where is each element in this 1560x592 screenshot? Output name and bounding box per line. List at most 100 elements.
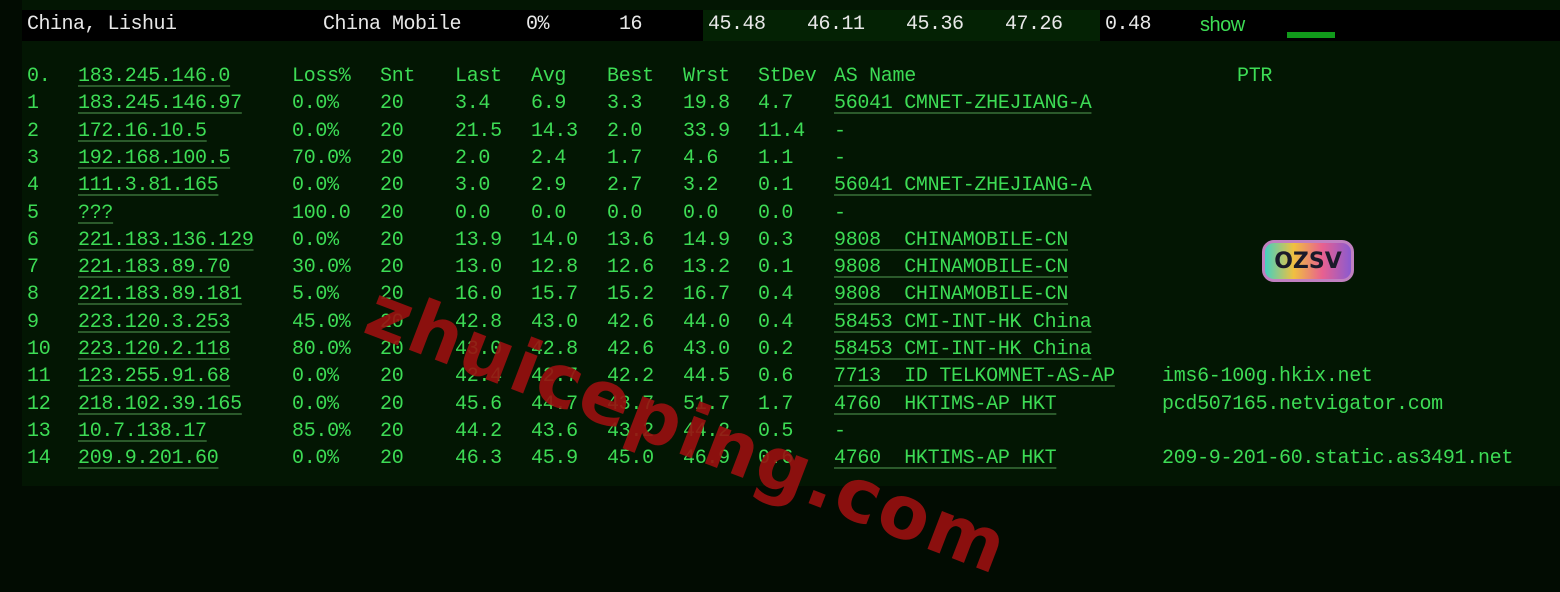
hop-host-link[interactable]: 123.255.91.68 [78, 365, 231, 389]
hop-n: 9 [27, 310, 39, 334]
hop-snt: 20 [380, 392, 404, 416]
hop-host-link[interactable]: 172.16.10.5 [78, 119, 207, 143]
hop-as: - [834, 419, 846, 443]
latency-bar [1287, 32, 1335, 38]
hop-loss: 0.0% [292, 228, 339, 252]
hop-avg: 14.0 [531, 228, 578, 252]
hop-ptr: 209-9-201-60.static.as3491.net [1162, 447, 1514, 471]
hop-ptr: pcd507165.netvigator.com [1162, 392, 1443, 416]
hop-wrst: 43.0 [683, 338, 730, 361]
hop-best: 15.2 [607, 283, 654, 307]
hop-n: 3 [27, 146, 39, 170]
hop-loss: 0.0% [292, 447, 339, 471]
hop-as-link[interactable]: 4760 HKTIMS-AP HKT [834, 447, 1057, 471]
hop-loss: 70.0% [292, 146, 351, 170]
hop-n: 1 [27, 92, 39, 116]
hop-loss: 0.0% [292, 92, 339, 116]
hop-loss: 0.0% [292, 392, 339, 416]
hop-loss: 85.0% [292, 419, 351, 443]
hop-as-link[interactable]: 7713 ID TELKOMNET-AS-AP [834, 365, 1115, 389]
hop-last: 44.2 [455, 419, 502, 443]
hop-best: 3.3 [607, 92, 643, 116]
hop-wrst: 4.6 [683, 146, 719, 170]
hop-as-link[interactable]: 9808 CHINAMOBILE-CN [834, 228, 1069, 252]
hop-as-link[interactable]: 56041 CMNET-ZHEJIANG-A [834, 92, 1092, 116]
hop-wrst: 16.7 [683, 283, 730, 307]
hop-snt: 20 [380, 201, 404, 225]
summary-latency-highlight [703, 10, 1100, 41]
hop-stdev: 0.3 [758, 228, 794, 252]
hop-host-link[interactable]: ??? [78, 201, 114, 225]
hop-wrst: 46.9 [683, 447, 730, 471]
hop-best: 1.7 [607, 146, 643, 170]
hop-host-link[interactable]: 209.9.201.60 [78, 447, 219, 471]
hop-ptr: ims6-100g.hkix.net [1162, 365, 1373, 389]
hop-snt: 20 [380, 310, 404, 334]
show-link[interactable]: show [1200, 14, 1245, 36]
summary-loss: 0% [526, 13, 550, 36]
hop-host-link[interactable]: 183.245.146.97 [78, 92, 242, 116]
hop-best: 42.6 [607, 338, 654, 361]
hop-host-link[interactable]: 221.183.89.181 [78, 283, 242, 307]
hop-as-link[interactable]: 56041 CMNET-ZHEJIANG-A [834, 174, 1092, 198]
hop-best: 13.6 [607, 228, 654, 252]
header-host-link[interactable]: 183.245.146.0 [78, 65, 231, 88]
hop-host-link[interactable]: 221.183.136.129 [78, 228, 254, 252]
hop-best: 43.7 [607, 392, 654, 416]
hop-as-link[interactable]: 58453 CMI-INT-HK China [834, 310, 1092, 334]
hop-stdev: 0.6 [758, 365, 794, 389]
hop-wrst: 19.8 [683, 92, 730, 116]
hop-best: 12.6 [607, 256, 654, 280]
hop-loss: 80.0% [292, 338, 351, 361]
column-header-index: 0. [27, 65, 51, 88]
hop-avg: 43.0 [531, 310, 578, 334]
hop-stdev: 0.0 [758, 201, 794, 225]
hop-host-link[interactable]: 223.120.2.118 [78, 338, 231, 361]
hop-last: 16.0 [455, 283, 502, 307]
hop-stdev: 0.4 [758, 283, 794, 307]
hop-loss: 0.0% [292, 174, 339, 198]
hop-n: 13 [27, 419, 51, 443]
hop-n: 7 [27, 256, 39, 280]
hop-host-link[interactable]: 111.3.81.165 [78, 174, 219, 198]
hop-host-link[interactable]: 221.183.89.70 [78, 256, 231, 280]
hop-snt: 20 [380, 119, 404, 143]
hop-host-link[interactable]: 223.120.3.253 [78, 310, 231, 334]
summary-provider: China Mobile [323, 13, 462, 36]
hop-last: 2.0 [455, 146, 491, 170]
hop-snt: 20 [380, 419, 404, 443]
hop-last: 21.5 [455, 119, 502, 143]
column-header-best: Best [607, 65, 654, 88]
hop-wrst: 44.5 [683, 365, 730, 389]
hop-as-link[interactable]: 9808 CHINAMOBILE-CN [834, 283, 1069, 307]
hop-stdev: 0.5 [758, 419, 794, 443]
hop-host-link[interactable]: 218.102.39.165 [78, 392, 242, 416]
summary-sent: 16 [619, 13, 643, 36]
hop-loss: 30.0% [292, 256, 351, 280]
hop-as: - [834, 119, 846, 143]
hop-last: 43.0 [455, 338, 502, 361]
hop-as-link[interactable]: 9808 CHINAMOBILE-CN [834, 256, 1069, 280]
hop-last: 3.0 [455, 174, 491, 198]
hop-host-link[interactable]: 10.7.138.17 [78, 419, 207, 443]
hop-snt: 20 [380, 283, 404, 307]
hop-stdev: 11.4 [758, 119, 805, 143]
hop-wrst: 44.0 [683, 310, 730, 334]
hop-as-link[interactable]: 4760 HKTIMS-AP HKT [834, 392, 1057, 416]
summary-avg: 46.11 [807, 13, 865, 36]
hop-best: 42.6 [607, 310, 654, 334]
hop-host-link[interactable]: 192.168.100.5 [78, 146, 231, 170]
hop-snt: 20 [380, 146, 404, 170]
hop-best: 0.0 [607, 201, 643, 225]
hop-snt: 20 [380, 447, 404, 471]
hop-n: 5 [27, 201, 39, 225]
hop-last: 42.8 [455, 310, 502, 334]
hop-last: 3.4 [455, 92, 491, 116]
hop-last: 13.0 [455, 256, 502, 280]
hop-n: 8 [27, 283, 39, 307]
hop-n: 2 [27, 119, 39, 143]
hop-avg: 2.9 [531, 174, 567, 198]
hop-as-link[interactable]: 58453 CMI-INT-HK China [834, 338, 1092, 361]
hop-best: 45.0 [607, 447, 654, 471]
hop-avg: 42.8 [531, 338, 578, 361]
